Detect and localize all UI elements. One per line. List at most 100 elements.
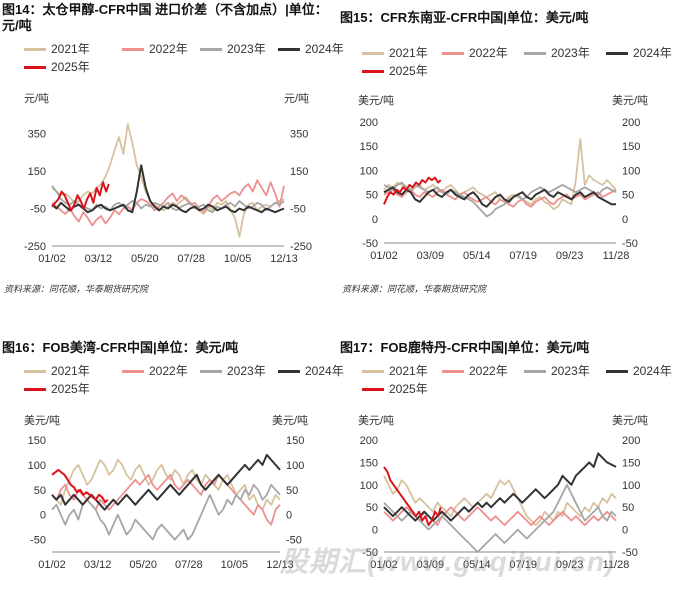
legend-label: 2024年	[305, 364, 344, 378]
y-tick-label-right: 150	[290, 166, 308, 178]
legend-item: 2025年	[362, 62, 428, 79]
series-line	[51, 164, 285, 214]
x-tick-label: 03/12	[85, 253, 113, 265]
legend-swatch	[606, 370, 628, 374]
legend-label: 2023年	[551, 364, 590, 378]
y-tick-label-right: 50	[622, 502, 634, 514]
y-tick-label-left: 150	[360, 141, 378, 153]
legend-label: 2023年	[227, 42, 266, 56]
legend-label: 2024年	[305, 42, 344, 56]
y-tick-label-left: 50	[366, 502, 378, 514]
chart-title: 图15：CFR东南亚-CFR中国|单位：美元/吨	[340, 10, 589, 25]
y-tick-label-left: -250	[24, 241, 46, 253]
x-tick-label: 11/28	[603, 250, 630, 262]
chart-title: 图14：太仓甲醇-CFR中国 进口价差（不含加点）|单位： 元/吨	[2, 2, 328, 34]
y-tick-label-right: 200	[622, 435, 640, 447]
legend-item: 2023年	[524, 362, 590, 379]
y-tick-label-right: -250	[290, 241, 312, 253]
x-tick-label: 07/19	[509, 250, 537, 262]
y-tick-label-right: 0	[286, 510, 292, 522]
legend-item: 2022年	[122, 40, 188, 57]
x-tick-label: 05/14	[463, 250, 491, 262]
chart-title-line1: 图14：太仓甲醇-CFR中国 进口价差（不含加点）|单位：	[2, 2, 328, 17]
x-tick-label: 12/13	[266, 559, 294, 571]
legend-label: 2023年	[551, 46, 590, 60]
y-tick-label-left: -50	[30, 535, 46, 547]
legend-item: 2021年	[24, 40, 90, 57]
legend-label: 2021年	[389, 364, 428, 378]
legend-item: 2025年	[24, 58, 90, 75]
y-tick-label-left: 350	[28, 128, 46, 140]
line-chart: 150 150 100 100 50 50 0 0 -50 -50 01/02 03/12 05/20 0…	[28, 435, 305, 571]
legend-item: 2025年	[24, 380, 90, 397]
legend-item: 2022年	[122, 362, 188, 379]
legend-swatch	[278, 48, 300, 52]
legend-item: 2024年	[606, 44, 672, 61]
y-tick-label-left: 0	[372, 214, 378, 226]
y-tick-label-right: 100	[622, 480, 640, 492]
series-line	[383, 181, 617, 218]
legend-swatch	[362, 70, 384, 74]
x-tick-label: 03/09	[417, 250, 445, 262]
unit-left: 美元/吨	[24, 415, 61, 427]
unit-right: 元/吨	[284, 93, 310, 105]
x-tick-label: 01/02	[370, 250, 398, 262]
legend-swatch	[200, 370, 222, 374]
legend-label: 2024年	[633, 364, 672, 378]
series-line	[383, 186, 616, 208]
x-tick-label: 05/20	[131, 253, 159, 265]
y-tick-label-right: -50	[290, 203, 306, 215]
x-tick-label: 10/05	[221, 559, 249, 571]
series-line	[51, 185, 285, 214]
legend-swatch	[24, 66, 46, 70]
x-tick-label: 05/14	[463, 559, 491, 571]
chart-title: 图16：FOB美湾-CFR中国|单位：美元/吨	[2, 340, 239, 355]
series-line	[383, 176, 442, 205]
y-tick-label-right: 200	[622, 117, 640, 129]
source-note: 资料来源：同花顺，华泰期货研究院	[4, 284, 149, 294]
legend-label: 2025年	[389, 382, 428, 396]
legend-item: 2023年	[200, 362, 266, 379]
x-tick-label: 01/02	[38, 253, 66, 265]
legend-label: 2025年	[389, 64, 428, 78]
legend-item: 2022年	[442, 44, 508, 61]
legend-item: 2024年	[278, 362, 344, 379]
y-tick-label-right: 0	[622, 525, 628, 537]
unit-right: 美元/吨	[612, 415, 649, 427]
watermark: 股期汇(www.guqihui.cn)	[280, 546, 616, 577]
legend-swatch	[362, 52, 384, 56]
y-tick-label-right: -50	[622, 238, 638, 250]
y-tick-label-right: 50	[286, 485, 298, 497]
unit-left: 元/吨	[24, 93, 50, 105]
legend-swatch	[442, 52, 464, 56]
legend-swatch	[362, 388, 384, 392]
x-tick-label: 01/02	[38, 559, 66, 571]
series-line	[51, 181, 110, 212]
y-tick-label-left: -50	[362, 547, 378, 559]
legend-label: 2025年	[51, 60, 90, 74]
y-tick-label-left: 150	[28, 166, 46, 178]
legend-swatch	[362, 370, 384, 374]
chart-panel-17: 图17：FOB鹿特丹-CFR中国|单位：美元/吨 2021年 2022年 2023年…	[340, 340, 675, 589]
legend-label: 2024年	[633, 46, 672, 60]
legend-swatch	[524, 370, 546, 374]
legend-swatch	[278, 370, 300, 374]
legend-label: 2022年	[469, 46, 508, 60]
legend-item: 2023年	[524, 44, 590, 61]
series-line	[383, 466, 442, 527]
series-line	[51, 483, 281, 541]
unit-left: 美元/吨	[358, 95, 395, 107]
x-tick-label: 07/28	[175, 559, 203, 571]
legend-item: 2021年	[362, 44, 428, 61]
legend-swatch	[442, 370, 464, 374]
y-tick-label-right: -50	[286, 535, 302, 547]
y-tick-label-left: 150	[28, 435, 46, 447]
y-tick-label-right: 100	[622, 165, 640, 177]
x-tick-label: 11/28	[603, 559, 630, 571]
unit-left: 美元/吨	[358, 415, 395, 427]
x-tick-label: 07/28	[177, 253, 205, 265]
y-tick-label-right: 150	[622, 141, 640, 153]
y-tick-label-left: 100	[360, 480, 378, 492]
